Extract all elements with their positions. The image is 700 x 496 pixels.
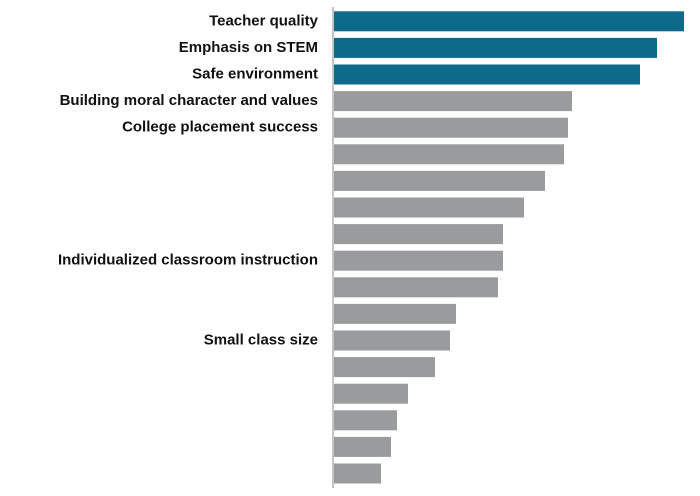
- category-label: Building moral character and values: [60, 92, 318, 109]
- bar: [334, 383, 408, 404]
- bar: [334, 250, 503, 271]
- category-label: Teacher quality: [209, 12, 319, 29]
- bar: [334, 91, 572, 112]
- bar: [334, 64, 640, 85]
- bar: [334, 330, 450, 351]
- bar: [334, 224, 503, 245]
- bar: [334, 144, 564, 165]
- bar: [334, 463, 381, 484]
- category-label: Emphasis on STEM: [179, 39, 318, 56]
- bar: [334, 37, 657, 58]
- bar: [334, 117, 568, 138]
- category-label: Safe environment: [192, 65, 318, 82]
- category-label: College placement success: [122, 119, 318, 136]
- category-label: Small class size: [204, 331, 318, 348]
- category-label: Individualized classroom instruction: [58, 252, 318, 269]
- bar: [334, 277, 498, 298]
- bar: [334, 197, 524, 218]
- bar: [334, 170, 545, 191]
- bar: [334, 436, 391, 457]
- bar: [334, 410, 397, 431]
- bar: [334, 303, 456, 324]
- bar: [334, 11, 684, 32]
- bar: [334, 357, 435, 378]
